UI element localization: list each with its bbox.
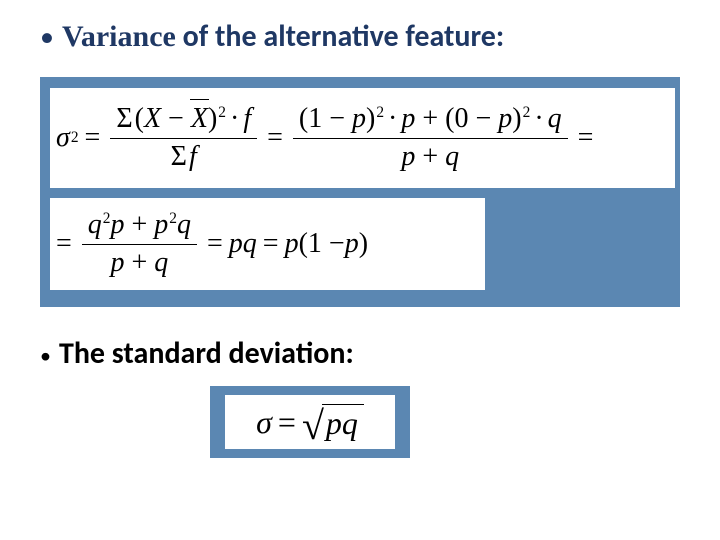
heading-variance-word: Variance: [62, 20, 176, 53]
slide: • Variance of the alternative feature: σ…: [0, 0, 720, 540]
sd-formula-math: σ = √ pq: [256, 402, 364, 442]
bullet-sd: • The standard deviation:: [40, 335, 680, 372]
variance-formula-box: σ2 = Σ(X − X)2·f Σf = (1 − p)2·p + (0 − …: [40, 77, 680, 307]
bullet-dot-icon: •: [40, 23, 54, 51]
variance-formula-row1: σ2 = Σ(X − X)2·f Σf = (1 − p)2·p + (0 − …: [50, 88, 675, 188]
heading-sd: The standard deviation:: [59, 335, 354, 372]
variance-formula-row2: = q2p + p2q p + q = pq = p(1 − p): [50, 198, 485, 290]
bullet-variance: • Variance of the alternative feature:: [40, 18, 680, 55]
heading-variance: Variance of the alternative feature:: [62, 18, 504, 55]
sd-formula-inner: σ = √ pq: [225, 395, 395, 449]
sd-formula-box: σ = √ pq: [210, 386, 410, 458]
variance-formula-row1-math: σ2 = Σ(X − X)2·f Σf = (1 − p)2·p + (0 − …: [56, 103, 599, 172]
variance-formula-row2-math: = q2p + p2q p + q = pq = p(1 − p): [56, 209, 368, 278]
heading-variance-rest: of the alternative feature:: [176, 18, 504, 55]
bullet-dot-icon: •: [40, 345, 51, 367]
